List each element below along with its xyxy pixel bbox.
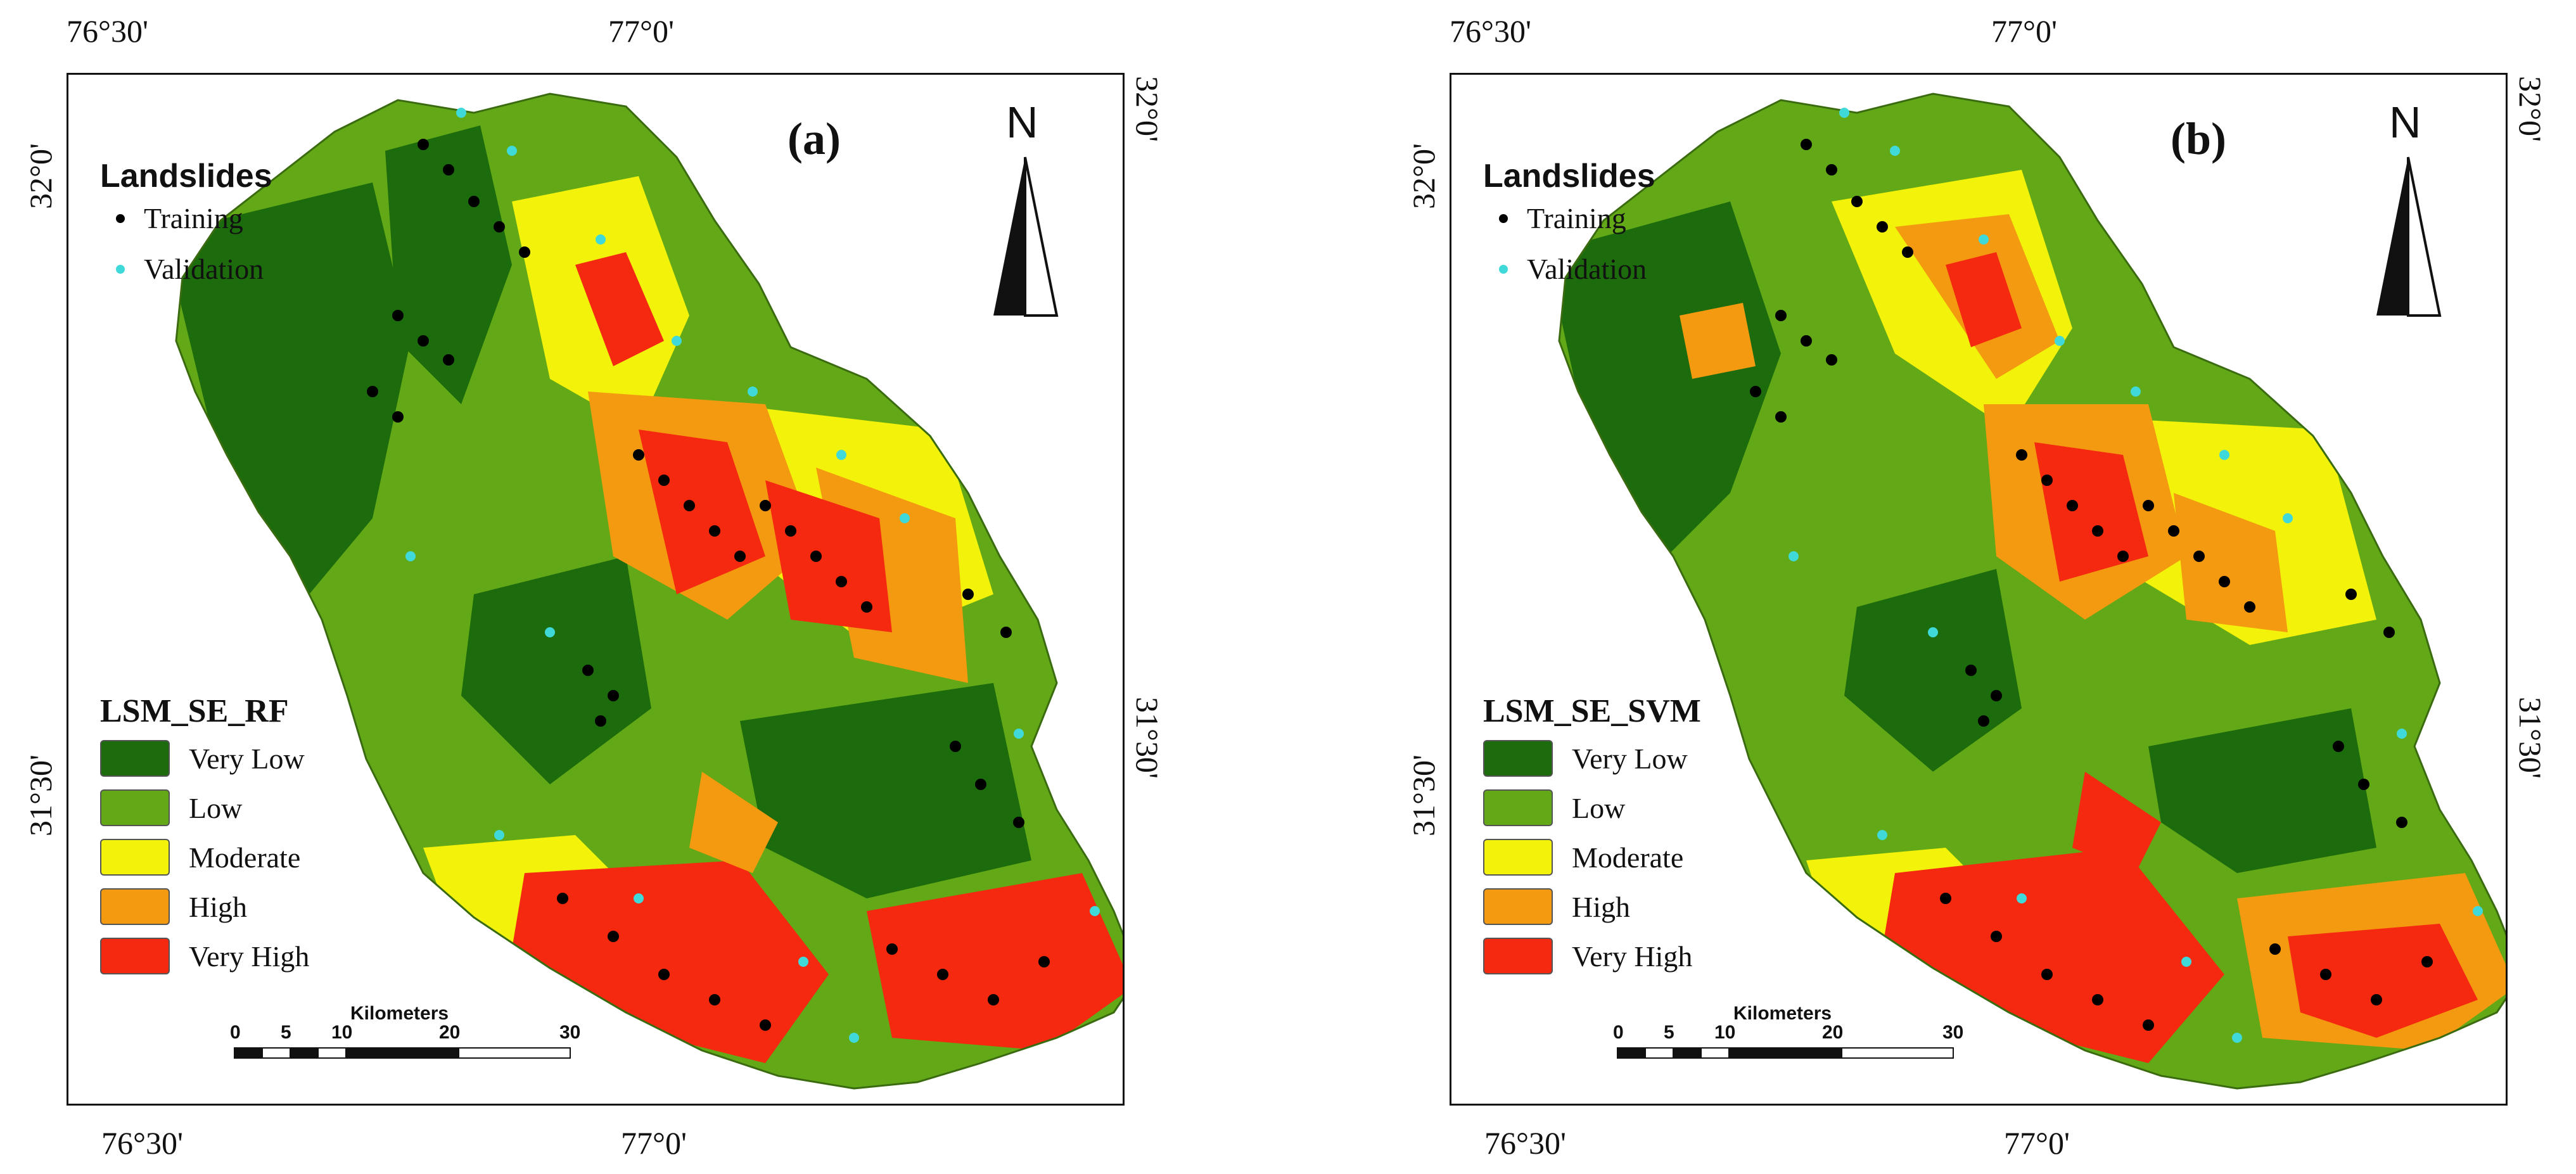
legend-class-very-high: Very High [100, 938, 309, 974]
validation-points [1789, 108, 2483, 1043]
legend-class-low: Low [1483, 789, 1625, 826]
right-lat-bottom: 31°30' [1130, 697, 1165, 779]
legend-class-low: Low [100, 789, 242, 826]
lsm-legend-title: LSM_SE_SVM [1483, 693, 1701, 729]
bottom-lon-left: 76°30' [101, 1125, 184, 1161]
scale-title: Kilometers [1733, 1003, 1832, 1024]
scale-tick-10: 10 [1714, 1022, 1736, 1043]
right-lat-top: 32°0' [1130, 76, 1165, 143]
training-points [1750, 139, 2433, 1031]
training-points [367, 139, 1050, 1031]
right-lat-bottom: 31°30' [2513, 697, 2548, 779]
legend-class-moderate: Moderate [100, 839, 300, 876]
scale-bar: Kilometers 0 5 10 20 30 [1613, 1003, 1968, 1060]
swatch-very-high [100, 938, 170, 974]
north-arrow-icon [993, 156, 1059, 317]
scale-tick-5: 5 [1664, 1022, 1674, 1043]
top-lon-left: 76°30' [67, 13, 149, 49]
landslides-legend-title: Landslides [100, 158, 272, 195]
bottom-lon-mid: 77°0' [621, 1125, 687, 1161]
legend-training: Training [116, 201, 243, 235]
map-frame: (b) N Landslides Training Validation LSM… [1450, 73, 2508, 1106]
left-lat-bottom: 31°30' [23, 754, 58, 836]
validation-dot-icon [116, 264, 125, 274]
susceptibility-map [175, 93, 1123, 1090]
scale-bar: Kilometers 0 5 10 20 30 [230, 1003, 585, 1060]
validation-points [405, 108, 1100, 1043]
swatch-low [1483, 789, 1553, 826]
validation-dot-icon [1499, 264, 1508, 274]
legend-class-very-low: Very Low [100, 740, 305, 777]
scale-tick-10: 10 [331, 1022, 353, 1043]
legend-training: Training [1499, 201, 1626, 235]
scale-tick-20: 20 [439, 1022, 461, 1043]
legend-class-very-high: Very High [1483, 938, 1692, 974]
scale-tick-30: 30 [559, 1022, 581, 1043]
panel-label: (a) [787, 113, 841, 164]
left-lat-top: 32°0' [1406, 143, 1441, 209]
north-arrow-icon [2376, 156, 2442, 317]
north-letter: N [2389, 98, 2421, 147]
swatch-high [100, 888, 170, 925]
map-panel-b: 76°30' 77°0' 76°30' 77°0' 32°0' 31°30' 3… [1383, 0, 2576, 1174]
scale-title: Kilometers [350, 1003, 449, 1024]
legend-class-very-low: Very Low [1483, 740, 1688, 777]
bottom-lon-mid: 77°0' [2004, 1125, 2070, 1161]
legend-class-moderate: Moderate [1483, 839, 1683, 876]
swatch-high [1483, 888, 1553, 925]
left-lat-top: 32°0' [23, 143, 58, 209]
legend-validation: Validation [1499, 252, 1647, 286]
susceptibility-map [1558, 93, 2506, 1090]
swatch-low [100, 789, 170, 826]
map-frame: (a) N Landslides Training Validation LSM… [67, 73, 1125, 1106]
swatch-very-low [100, 740, 170, 777]
scale-tick-5: 5 [281, 1022, 291, 1043]
bottom-lon-left: 76°30' [1484, 1125, 1567, 1161]
scale-tick-20: 20 [1822, 1022, 1844, 1043]
scale-tick-0: 0 [1613, 1022, 1624, 1043]
left-lat-bottom: 31°30' [1406, 754, 1441, 836]
top-lon-mid: 77°0' [1991, 13, 2058, 49]
top-lon-left: 76°30' [1450, 13, 1532, 49]
right-lat-top: 32°0' [2513, 76, 2548, 143]
swatch-moderate [100, 839, 170, 876]
legend-class-high: High [1483, 888, 1630, 925]
swatch-moderate [1483, 839, 1553, 876]
swatch-very-high [1483, 938, 1553, 974]
lsm-legend-title: LSM_SE_RF [100, 693, 289, 729]
legend-validation: Validation [116, 252, 264, 286]
north-letter: N [1006, 98, 1038, 147]
training-dot-icon [116, 214, 125, 223]
legend-class-high: High [100, 888, 247, 925]
landslides-legend-title: Landslides [1483, 158, 1655, 195]
map-panel-a: 76°30' 77°0' 76°30' 77°0' 32°0' 31°30' 3… [23, 13, 1165, 1161]
scale-tick-30: 30 [1942, 1022, 1964, 1043]
training-dot-icon [1499, 214, 1508, 223]
top-lon-mid: 77°0' [608, 13, 675, 49]
panel-label: (b) [2171, 113, 2226, 164]
swatch-very-low [1483, 740, 1553, 777]
scale-tick-0: 0 [230, 1022, 241, 1043]
